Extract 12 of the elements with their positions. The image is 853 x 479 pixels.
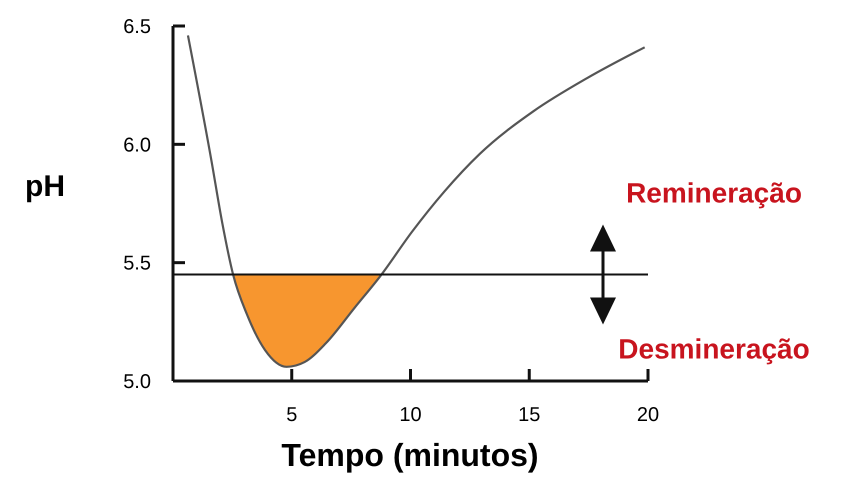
x-axis-title: Tempo (minutos) <box>281 437 539 473</box>
annotation: Remineração <box>626 178 802 208</box>
annotation: Desmineração <box>618 334 810 364</box>
y-tick-label: 6.5 <box>123 16 151 38</box>
y-tick-label: 6.0 <box>123 134 151 156</box>
y-axis-title: pH <box>25 170 65 203</box>
x-tick-label: 15 <box>518 404 540 426</box>
x-tick-label: 5 <box>286 404 298 426</box>
x-tick-label: 10 <box>399 404 422 426</box>
y-tick-label: 5.0 <box>123 371 151 393</box>
x-tick-label: 20 <box>636 404 660 426</box>
y-tick-label: 5.5 <box>123 252 151 275</box>
